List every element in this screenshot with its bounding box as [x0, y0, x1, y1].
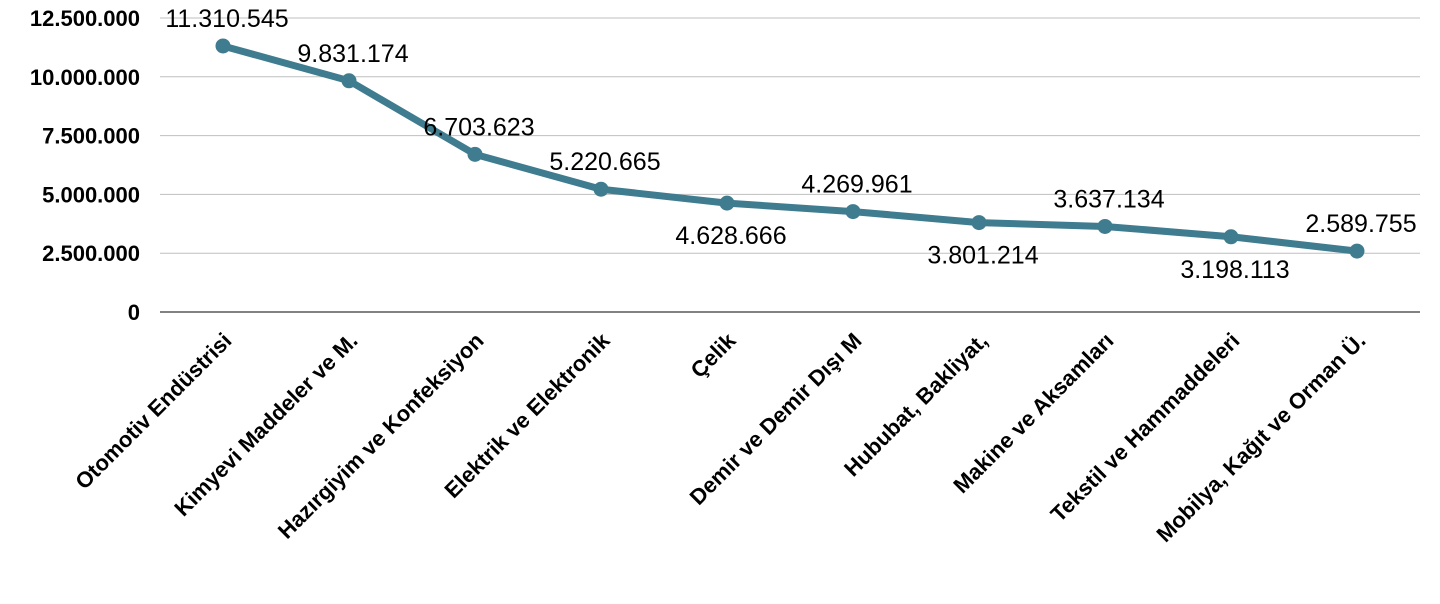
- data-label: 11.310.545: [165, 5, 288, 33]
- data-label: 6.703.623: [423, 113, 534, 141]
- data-point: [971, 215, 987, 231]
- data-point: [467, 146, 483, 162]
- y-tick-label: 7.500.000: [42, 124, 140, 149]
- data-point: [1097, 218, 1113, 234]
- y-tick-label: 12.500.000: [30, 6, 140, 31]
- x-tick-label: Hazırgiyim ve Konfeksiyon: [273, 328, 489, 544]
- data-point: [215, 38, 231, 54]
- y-tick-label: 0: [128, 300, 140, 325]
- data-point: [1349, 243, 1365, 259]
- data-point: [845, 204, 861, 220]
- data-label: 4.628.666: [675, 222, 786, 250]
- data-label: 3.637.134: [1053, 185, 1164, 213]
- data-label: 2.589.755: [1305, 210, 1416, 238]
- data-point: [593, 181, 609, 197]
- data-point: [719, 195, 735, 211]
- series-line: [219, 42, 1361, 255]
- data-label: 4.269.961: [801, 171, 912, 199]
- x-tick-label: Mobilya, Kağıt ve Orman Ü.: [1151, 328, 1370, 547]
- data-point: [341, 73, 357, 89]
- x-tick-label: Çelik: [686, 327, 741, 382]
- data-label: 5.220.665: [549, 148, 660, 176]
- data-point: [1223, 229, 1239, 245]
- y-tick-label: 5.000.000: [42, 182, 140, 207]
- data-label: 9.831.174: [297, 40, 408, 68]
- y-tick-label: 2.500.000: [42, 241, 140, 266]
- data-label: 3.801.214: [927, 242, 1038, 270]
- y-tick-label: 10.000.000: [30, 65, 140, 90]
- data-label: 3.198.113: [1180, 256, 1289, 284]
